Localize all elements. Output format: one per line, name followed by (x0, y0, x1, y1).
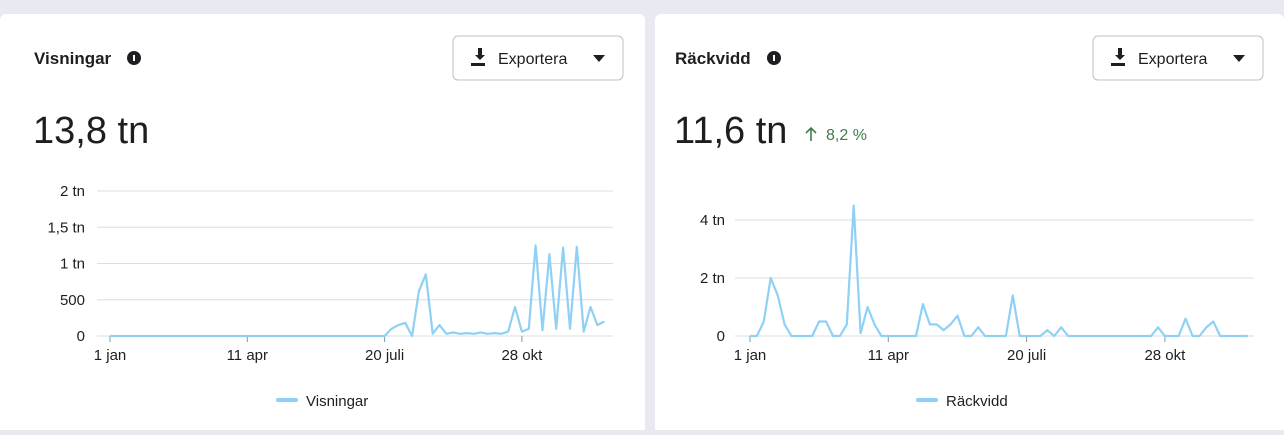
x-tick-label: 20 juli (365, 347, 404, 364)
card (0, 14, 645, 434)
legend-label: Visningar (306, 393, 368, 410)
x-tick-label: 28 okt (1144, 347, 1186, 364)
data-line (750, 204, 1248, 338)
x-tick-label: 1 jan (94, 347, 127, 364)
export-button[interactable] (1092, 35, 1264, 81)
button-label: Exportera (498, 51, 567, 68)
y-tick-label: 0 (717, 328, 725, 345)
y-tick-label: 2 tn (700, 270, 725, 287)
total: 11,6 tn (674, 110, 787, 152)
card (655, 14, 1284, 434)
y-tick-label: 4 tn (700, 212, 725, 229)
x-tick-label: 11 apr (868, 347, 909, 364)
card-content: Räckvidd Exportera 11,6 tn 8,2 % (674, 35, 1264, 152)
card-content: Visningar Exportera 13,8 tn (33, 35, 624, 152)
y-tick-label: 2 tn (60, 183, 85, 200)
card-title: Räckvidd (675, 49, 751, 68)
info-icon (773, 55, 775, 61)
download-icon (471, 48, 485, 66)
x-tick-label: 20 juli (1007, 347, 1046, 364)
up-arrow (805, 126, 817, 141)
x-tick-label: 1 jan (734, 347, 767, 364)
y-tick-label: 500 (60, 292, 85, 309)
change: 8,2 % (826, 127, 867, 144)
x-tick-label: 28 okt (501, 347, 543, 364)
info-icon (133, 55, 135, 61)
button-label: Exportera (1138, 51, 1207, 68)
export-button[interactable] (452, 35, 624, 81)
y-tick-label: 0 (77, 328, 85, 345)
caret (593, 55, 605, 62)
legend-label: Räckvidd (946, 393, 1008, 410)
caret (1233, 55, 1245, 62)
x-tick-label: 11 apr (227, 347, 268, 364)
total: 13,8 tn (33, 110, 149, 152)
y-tick-label: 1 tn (60, 256, 85, 273)
data-line (110, 244, 605, 338)
card-title: Visningar (34, 49, 112, 68)
y-tick-label: 1,5 tn (47, 219, 85, 236)
download-icon (1111, 48, 1125, 66)
